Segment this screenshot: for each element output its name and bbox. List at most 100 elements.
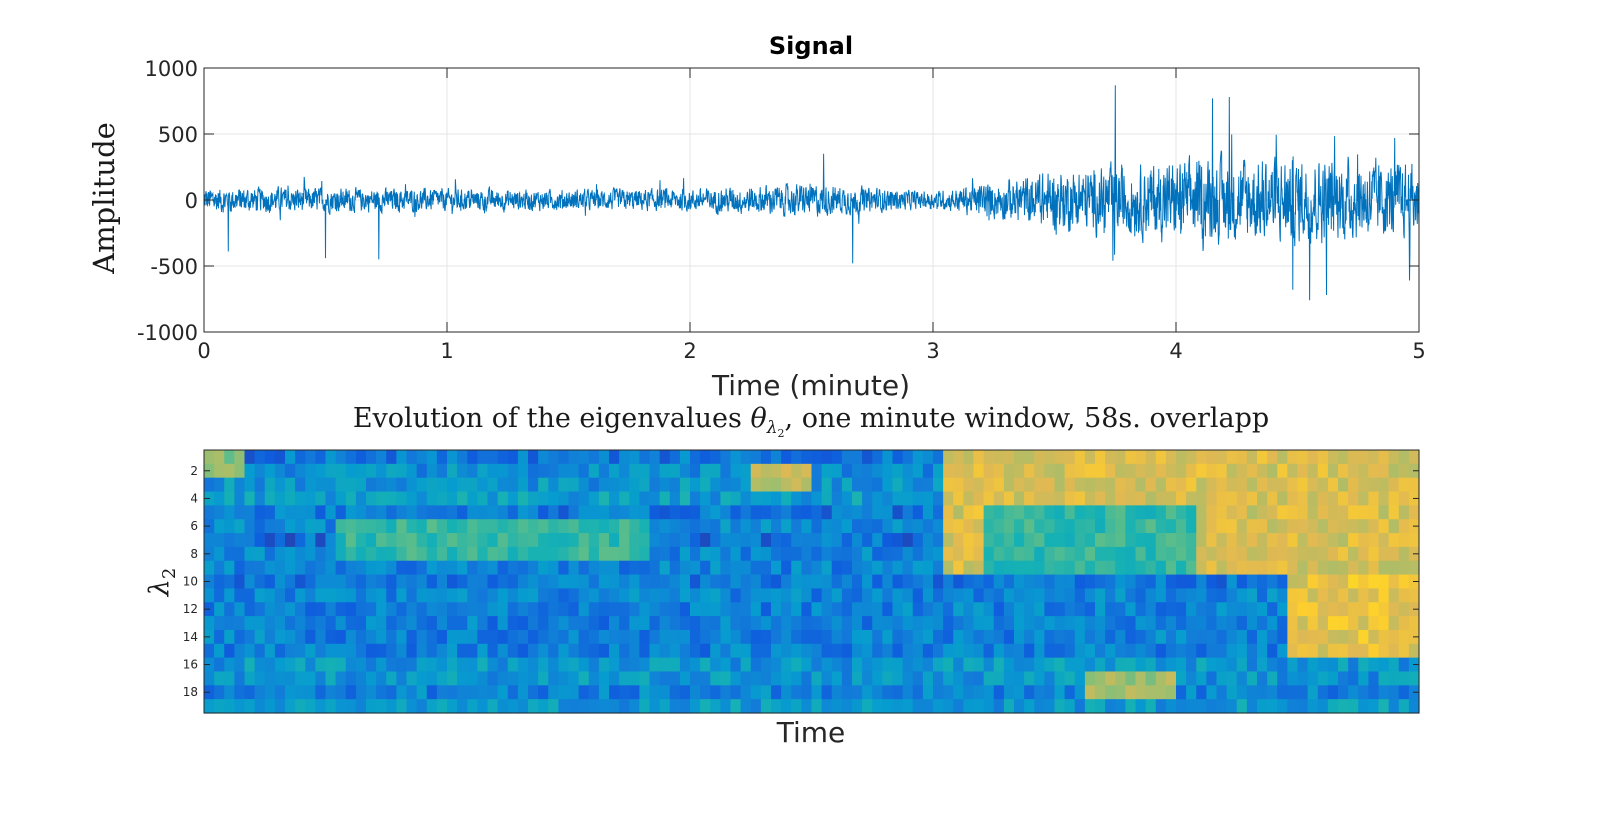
heatmap-cell <box>710 574 721 590</box>
heatmap-cell <box>406 616 418 631</box>
heatmap-cell <box>588 519 600 534</box>
heatmap-cell <box>244 671 256 686</box>
heatmap-cell <box>1257 450 1268 465</box>
heatmap-cell <box>1307 657 1319 673</box>
heatmap-cell <box>477 519 489 534</box>
heatmap-cell <box>538 685 549 700</box>
heatmap-cell <box>1014 602 1025 617</box>
heatmap-cell <box>801 463 813 479</box>
heatmap-cell <box>771 588 782 603</box>
heatmap-cell <box>1206 546 1218 562</box>
heatmap-cell <box>791 519 802 534</box>
heatmap-cell <box>821 657 833 673</box>
heatmap-cell <box>477 505 489 520</box>
heatmap-cell <box>740 616 752 631</box>
heatmap-cell <box>457 699 468 714</box>
heatmap-cell <box>366 491 377 506</box>
heatmap-cell <box>396 491 408 506</box>
heatmap-cell <box>376 560 387 576</box>
heatmap-cell <box>781 519 792 534</box>
heatmap-cell <box>1084 616 1096 631</box>
heatmap-cell <box>831 643 843 659</box>
heatmap-cell <box>355 671 367 686</box>
heatmap-cell <box>244 533 256 548</box>
heatmap-cell <box>578 699 590 714</box>
heatmap-cell <box>497 699 509 714</box>
heatmap-cell <box>1186 685 1197 700</box>
heatmap-cell <box>983 477 995 493</box>
heatmap-cell <box>548 450 559 465</box>
heatmap-cell <box>568 629 580 645</box>
heatmap-cell <box>1145 574 1157 590</box>
heatmap-cell <box>588 616 600 631</box>
heatmap-cell <box>325 477 337 493</box>
signal-title: Signal <box>769 32 853 60</box>
heatmap-cell <box>264 629 276 645</box>
heatmap-cell <box>750 616 762 631</box>
heatmap-cell <box>1105 629 1116 645</box>
heatmap-cell <box>690 546 701 562</box>
heatmap-cell <box>1358 546 1369 562</box>
heatmap-cell <box>1257 519 1268 534</box>
heatmap-cell <box>922 505 934 520</box>
heatmap-cell <box>507 602 519 617</box>
heatmap-cell <box>872 629 883 645</box>
heatmap-cell <box>852 450 863 465</box>
heatmap-cell <box>1236 629 1248 645</box>
heatmap-cell <box>1176 505 1187 520</box>
heatmap-cell <box>528 685 539 700</box>
heatmap-cell <box>507 533 519 548</box>
heatmap-cell <box>730 533 742 548</box>
heatmap-cell <box>578 560 590 576</box>
heatmap-cell <box>487 588 499 603</box>
heatmap-cell <box>598 574 610 590</box>
heatmap-cell <box>841 643 853 659</box>
heatmap-cell <box>1105 602 1116 617</box>
heatmap-cell <box>619 505 630 520</box>
heatmap-cell <box>396 616 408 631</box>
heatmap-cell <box>1105 477 1116 493</box>
heatmap-cell <box>791 505 802 520</box>
heatmap-cell <box>760 519 772 534</box>
heatmap-cell <box>740 588 752 603</box>
heatmap-cell <box>649 657 661 673</box>
heatmap-cell <box>1196 477 1207 493</box>
heatmap-cell <box>1368 546 1380 562</box>
heatmap-cell <box>771 657 782 673</box>
heatmap-cell <box>892 699 904 714</box>
heatmap-cell <box>1014 450 1025 465</box>
heatmap-cell <box>882 588 894 603</box>
heatmap-cell <box>1327 450 1339 465</box>
heatmap-cell <box>1176 657 1187 673</box>
heatmap-cell <box>922 546 934 562</box>
heatmap-cell <box>295 491 306 506</box>
heatmap-cell <box>1317 546 1329 562</box>
heatmap-cell <box>477 602 489 617</box>
heatmap-cell <box>690 450 701 465</box>
heatmap-cell <box>1074 616 1086 631</box>
heatmap-cell <box>700 463 711 479</box>
heatmap-cell <box>1348 491 1359 506</box>
heatmap-cell <box>1216 450 1228 465</box>
heatmap-cell <box>376 477 387 493</box>
heatmap-cell <box>963 588 975 603</box>
heatmap-cell <box>528 546 539 562</box>
heatmap-cell <box>1246 616 1258 631</box>
heatmap-cell <box>1145 616 1157 631</box>
heatmap-cell <box>447 505 458 520</box>
heatmap-cell <box>1196 657 1207 673</box>
heatmap-cell <box>781 671 792 686</box>
heatmap-cell <box>1034 450 1045 465</box>
heatmap-cell <box>1246 588 1258 603</box>
heatmap-cell <box>831 463 843 479</box>
heatmap-cell <box>619 560 630 576</box>
heatmap-cell <box>528 616 539 631</box>
heatmap-cell <box>1267 616 1278 631</box>
heatmap-cell <box>264 671 276 686</box>
heatmap-cell <box>1044 491 1056 506</box>
heatmap-cell <box>1014 533 1025 548</box>
heatmap-cell <box>740 699 752 714</box>
heatmap-cell <box>538 519 549 534</box>
heatmap-cell <box>1024 685 1035 700</box>
heatmap-cell <box>1095 616 1106 631</box>
